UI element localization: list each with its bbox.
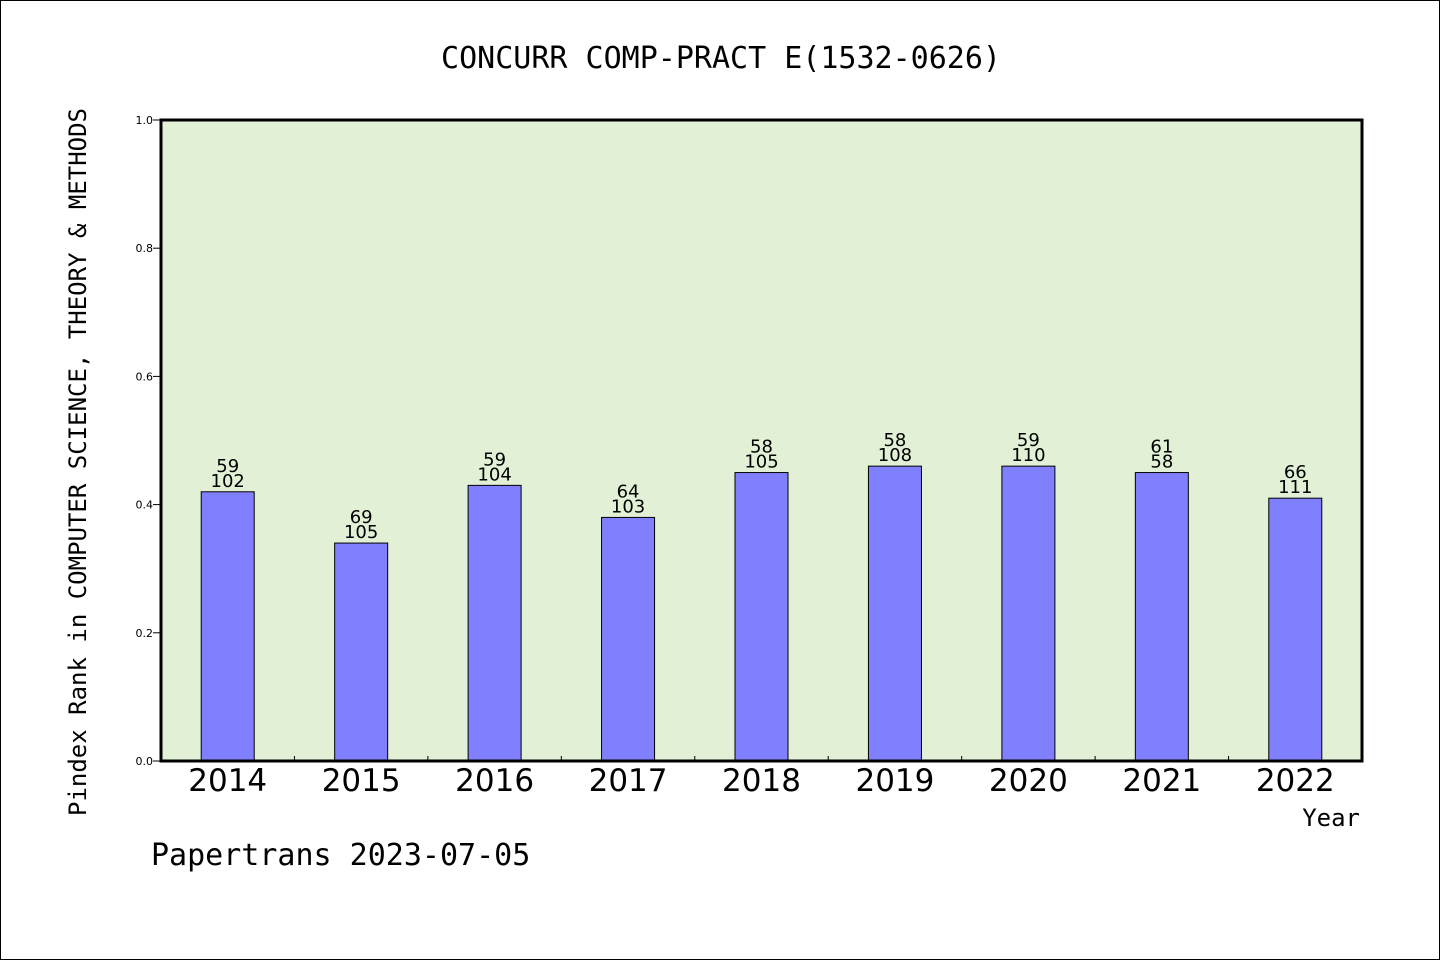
bar-label-bottom: 105 <box>744 452 778 473</box>
x-axis-ticks: 2014 2015 2016 2017 2018 2019 2020 2021 2022 <box>188 756 1335 799</box>
x-tick-label: 2015 <box>322 763 401 799</box>
bar-label-top: 69 <box>350 507 373 528</box>
bar-label-bottom: 105 <box>344 522 378 543</box>
bar-label-top: 59 <box>483 449 506 470</box>
bar-label-bottom: 58 <box>1150 452 1173 473</box>
bar-2015 <box>334 542 389 762</box>
bar-2022 <box>1268 497 1323 762</box>
x-tick-label: 2014 <box>188 763 267 799</box>
bar-2014 <box>200 491 255 762</box>
bar-label-bottom: 103 <box>611 496 645 517</box>
bar-label-top: 64 <box>617 481 640 502</box>
bar-label-top: 59 <box>1017 430 1040 451</box>
bar-label-bottom: 108 <box>878 445 912 466</box>
bar-label-bottom: 110 <box>1011 445 1045 466</box>
bar-label-top: 58 <box>883 430 906 451</box>
bar-label-top: 61 <box>1150 437 1173 458</box>
x-tick-label: 2019 <box>855 763 934 799</box>
x-tick-label: 2020 <box>989 763 1068 799</box>
bar-label-bottom: 104 <box>477 464 511 485</box>
bar-2017 <box>601 516 656 762</box>
bar-label-bottom: 111 <box>1278 477 1312 498</box>
footer-credit: Papertrans 2023-07-05 <box>151 838 530 873</box>
bar-label-bottom: 102 <box>211 471 245 492</box>
bar-2021 <box>1134 472 1189 762</box>
x-tick-label: 2016 <box>455 763 534 799</box>
x-tick-label: 2018 <box>722 763 801 799</box>
bar-2019 <box>867 465 922 762</box>
y-tick-label: 0.4 <box>136 499 154 512</box>
y-tick-label: 1.0 <box>136 114 154 127</box>
bar-label-top: 58 <box>750 437 773 458</box>
x-tick-label: 2022 <box>1256 763 1335 799</box>
bar-2016 <box>467 484 522 762</box>
y-tick-label: 0.8 <box>136 242 154 255</box>
x-tick-label: 2017 <box>589 763 668 799</box>
chart-title: CONCURR COMP-PRACT E(1532-0626) <box>441 41 1001 76</box>
bar-2020 <box>1001 465 1056 762</box>
bar-label-top: 66 <box>1284 462 1307 483</box>
y-tick-label: 0.0 <box>136 755 154 768</box>
y-axis-ticks: 0.0 0.2 0.4 0.6 0.8 1.0 <box>136 114 161 768</box>
bar-2018 <box>734 472 789 762</box>
y-tick-label: 0.2 <box>136 627 154 640</box>
y-axis-label: Pindex Rank in COMPUTER SCIENCE, THEORY … <box>64 108 92 816</box>
plot-border <box>159 118 1364 763</box>
x-tick-label: 2021 <box>1122 763 1201 799</box>
x-axis-label: Year <box>1302 804 1360 832</box>
bar-label-top: 59 <box>216 456 239 477</box>
y-tick-label: 0.6 <box>136 370 154 383</box>
